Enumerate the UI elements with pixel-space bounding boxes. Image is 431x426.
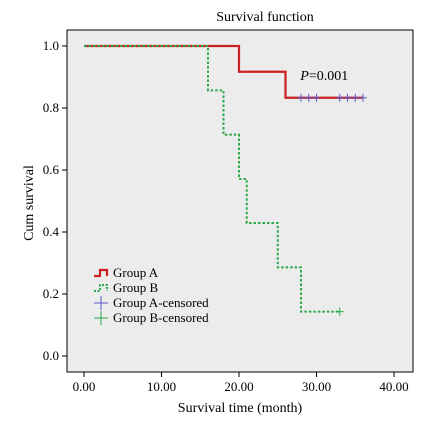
series-layer xyxy=(84,44,367,316)
group-b-survival-line xyxy=(84,45,340,313)
legend-label: Group A-censored xyxy=(113,295,209,310)
y-tick-label: 1.0 xyxy=(43,38,59,53)
legend-swatch-group-a xyxy=(94,268,109,278)
p-value-annotation: P=0.001 xyxy=(299,69,348,84)
group-a-censor-mark xyxy=(359,93,367,102)
y-tick-label: 0.0 xyxy=(43,348,59,363)
plot-area xyxy=(66,29,414,373)
chart-title: Survival function xyxy=(216,10,314,25)
legend-label: Group B-censored xyxy=(113,310,209,325)
legend-label: Group A xyxy=(113,265,159,280)
y-tick-label: 0.8 xyxy=(43,100,59,115)
x-tick-label: 10.00 xyxy=(147,379,176,394)
group-a-censor-mark xyxy=(297,93,305,102)
y-tick-label: 0.2 xyxy=(43,286,59,301)
group-a-censor-mark xyxy=(304,93,313,102)
y-tick-label: 0.4 xyxy=(43,224,60,239)
legend-swatch-group-a-censored xyxy=(94,296,108,310)
x-axis-label: Survival time (month) xyxy=(178,401,303,416)
legend-swatch-group-b xyxy=(94,284,108,292)
x-tick-label: 30.00 xyxy=(302,379,331,394)
x-tick-label: 20.00 xyxy=(224,379,253,394)
y-axis-label: Cum survival xyxy=(22,165,37,241)
axes: 0.00 10.00 20.00 30.00 40.00 0.0 0.2 0.4 0.6 0.8 1… xyxy=(43,38,409,394)
group-b-censor-mark xyxy=(335,307,344,316)
legend-label: Group B xyxy=(113,280,158,295)
group-a-censor-mark xyxy=(351,93,360,102)
x-tick-label: 0.00 xyxy=(73,379,96,394)
group-a-censor-mark xyxy=(312,93,321,102)
group-a-censor-mark xyxy=(343,93,352,102)
legend-swatch-group-b-censored xyxy=(94,311,108,325)
y-tick-label: 0.6 xyxy=(43,162,60,177)
x-tick-label: 40.00 xyxy=(379,379,408,394)
group-a-censor-mark xyxy=(335,93,344,102)
